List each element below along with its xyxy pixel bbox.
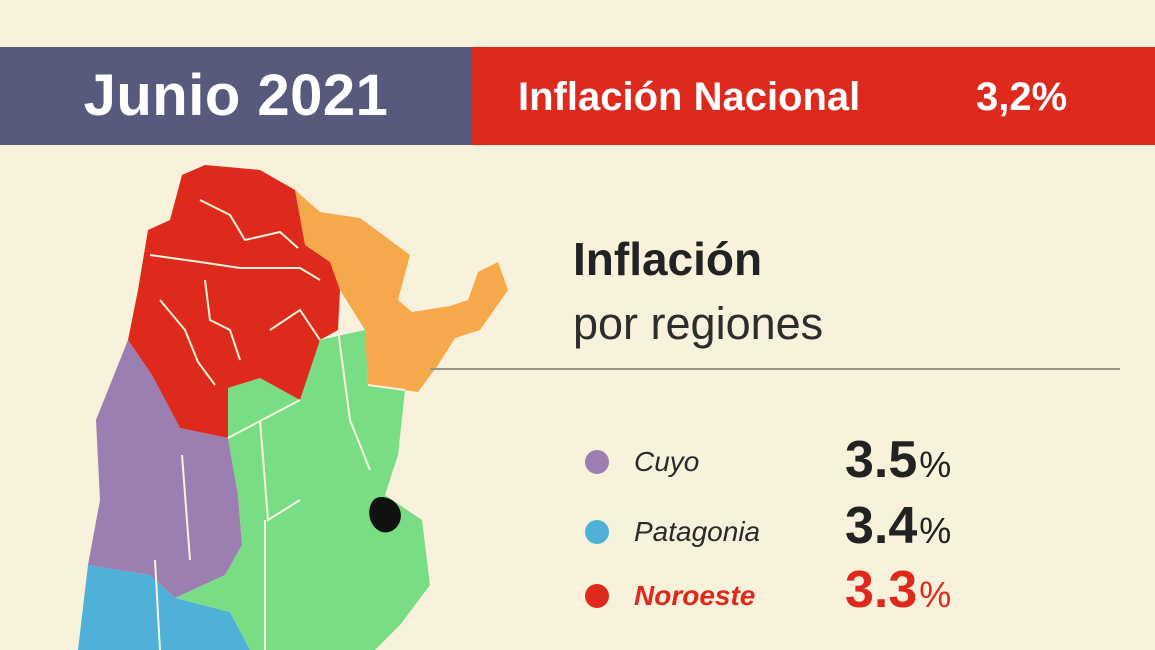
map-region-cuyo — [88, 340, 242, 598]
legend-row-noroeste: Noroeste 3.3% — [0, 560, 1155, 620]
legend-dot-noroeste — [585, 584, 609, 608]
legend-value-unit: % — [919, 510, 952, 551]
legend-value: 3.4% — [845, 496, 951, 556]
legend-value-unit: % — [919, 444, 952, 485]
legend-value-number: 3.5 — [845, 431, 918, 489]
map-region-patagonia — [78, 565, 250, 650]
map-region-gba — [369, 496, 401, 533]
section-title: Inflación — [573, 233, 763, 285]
legend-value-unit: % — [919, 574, 952, 615]
legend-value-number: 3.3 — [845, 561, 918, 619]
national-inflation-banner: Inflación Nacional 3,2% — [472, 47, 1155, 145]
section-divider — [430, 368, 1120, 370]
province-borders — [149, 199, 406, 650]
legend-region-label: Patagonia — [634, 516, 761, 547]
legend-row-patagonia: Patagonia 3.4% — [0, 496, 1155, 556]
national-inflation-label: Inflación Nacional — [518, 75, 861, 119]
argentina-regions-map — [78, 165, 508, 650]
legend-region-label: Noroeste — [634, 580, 756, 611]
legend-row-cuyo: Cuyo 3.5% — [0, 430, 1155, 490]
map-region-noroeste — [128, 165, 340, 438]
legend-dot-patagonia — [585, 520, 609, 544]
legend-dot-cuyo — [585, 450, 609, 474]
header-banner: Junio 2021 Inflación Nacional 3,2% — [0, 47, 1155, 145]
period-label: Junio 2021 — [0, 47, 472, 145]
map-region-noreste — [295, 190, 508, 392]
legend-value: 3.3% — [845, 560, 951, 620]
legend-region-label: Cuyo — [634, 446, 700, 477]
legend-value: 3.5% — [845, 430, 951, 490]
legend-value-number: 3.4 — [845, 497, 918, 555]
map-region-pampeana — [175, 330, 430, 650]
section-subtitle: por regiones — [573, 298, 824, 349]
national-inflation-value: 3,2% — [976, 75, 1068, 119]
